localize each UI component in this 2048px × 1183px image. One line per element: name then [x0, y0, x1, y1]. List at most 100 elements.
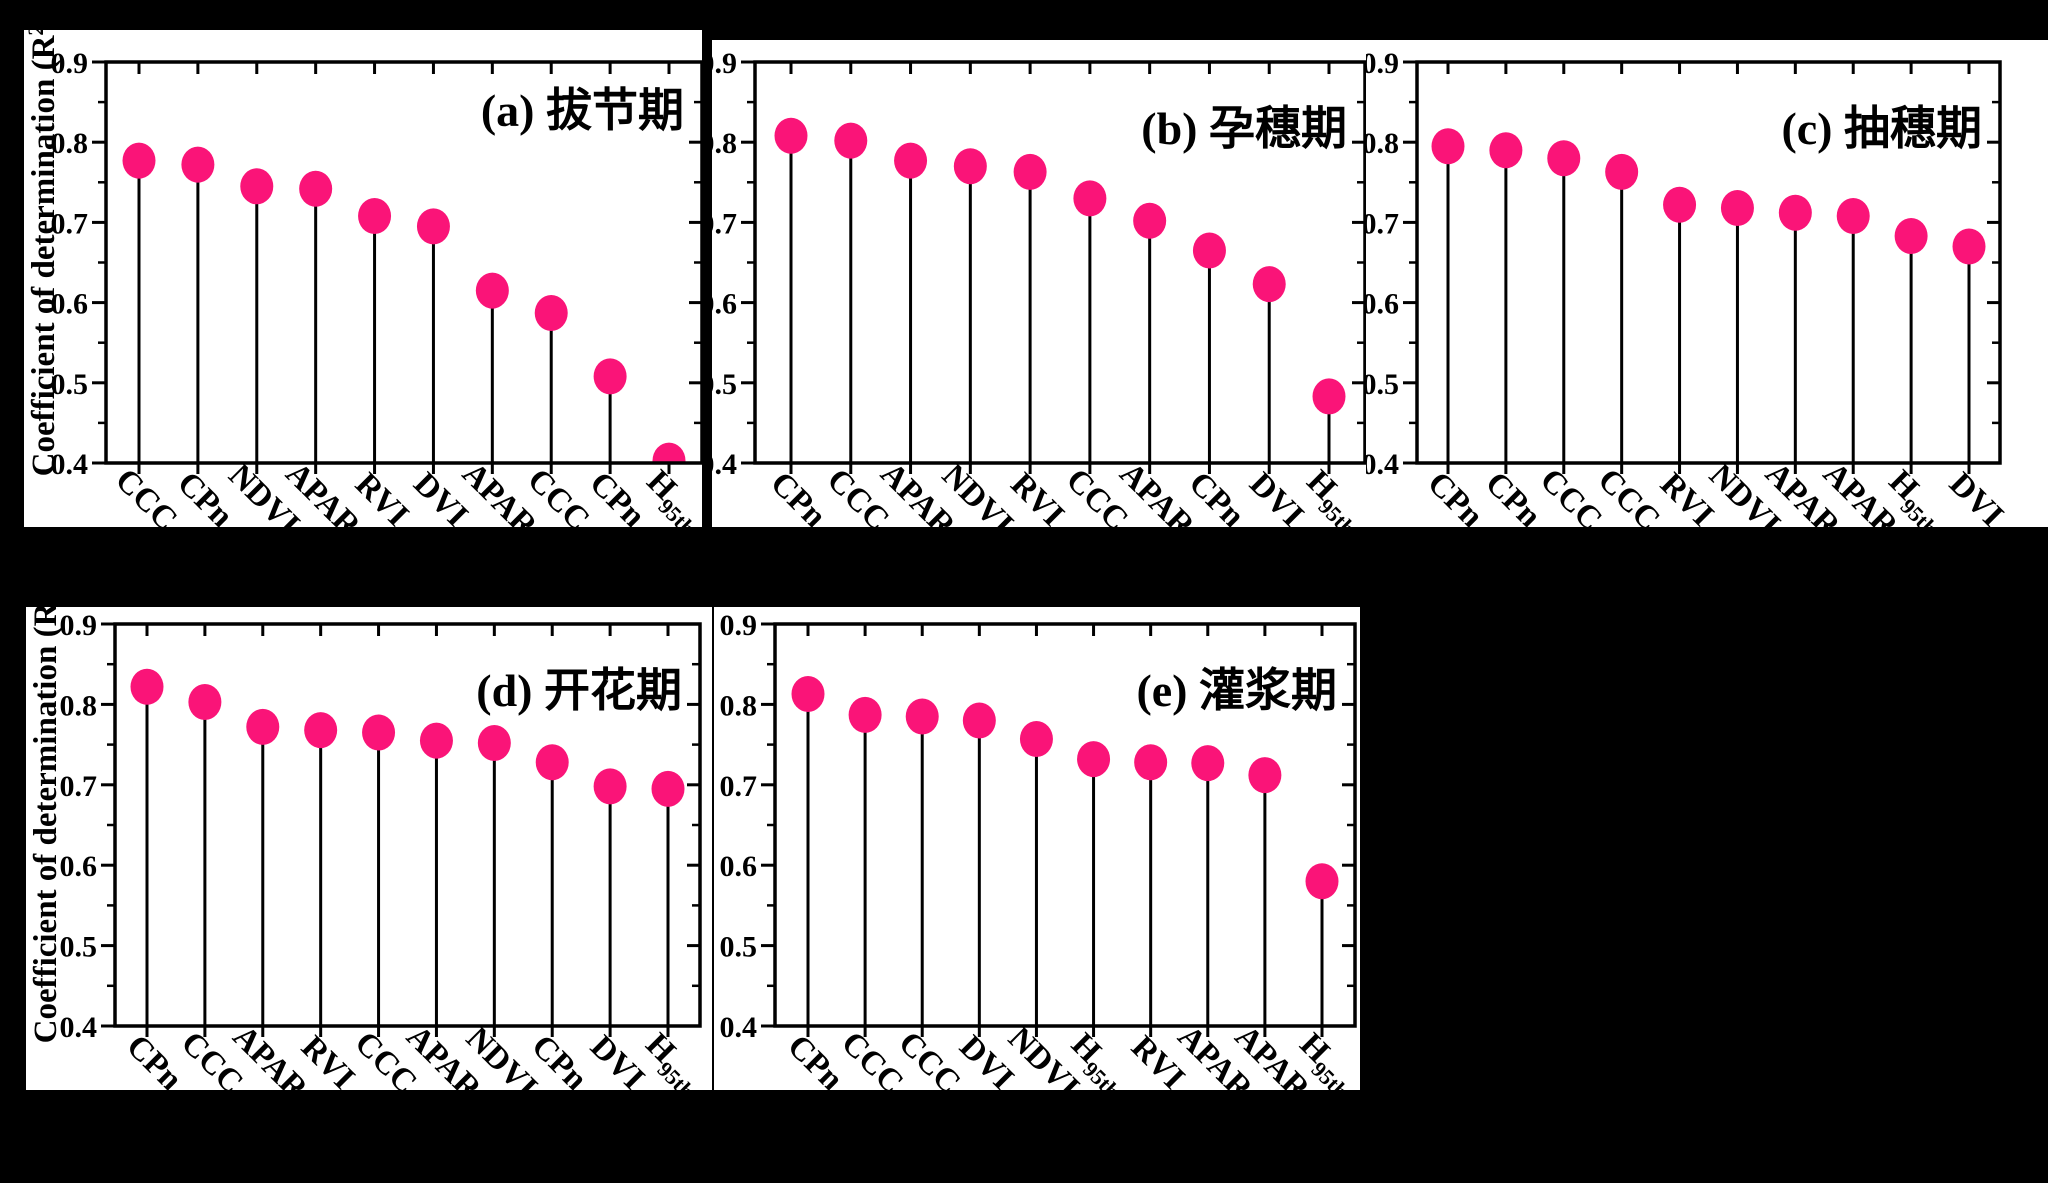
lollipop-point: [1312, 378, 1346, 463]
x-tick-label: CPn: [780, 1028, 850, 1090]
lollipop-point: [1134, 744, 1168, 1026]
data-point-marker: [1134, 744, 1168, 781]
chart-svg-d: 0.90.80.70.60.50.4CPnCCCAPARRVICCCAPARND…: [26, 607, 702, 1090]
lollipop-point: [1489, 132, 1523, 463]
lollipop-point: [848, 696, 882, 1026]
data-layer: [791, 675, 1339, 1026]
lollipop-point: [246, 708, 280, 1026]
chart-panel-d: 0.9 0.8 0.7 0.6 0.5 0.4 CPn CCC APAR RVI CCC APAR ND…: [26, 607, 712, 1090]
chart-panel-a: 0.9 0.8 0.7 0.6 0.5 0.4 CCC CPn NDVI APAR RVI DVI AP…: [24, 30, 702, 527]
y-tick-label: 0.9: [51, 47, 89, 80]
data-point-marker: [122, 142, 156, 179]
lollipop-point: [299, 170, 333, 463]
lollipop-point: [1191, 745, 1225, 1026]
panel-title: (c) 抽穗期: [1781, 103, 1982, 154]
x-tick-label: CPn: [119, 1028, 189, 1090]
data-point-marker: [791, 675, 825, 712]
data-layer: [774, 117, 1346, 463]
y-axis-title: Coefficient of determination (R2): [26, 607, 64, 1043]
chart-svg-a: 0.90.80.70.60.50.4 CCCCPnNDVIAPARRVIDVIAP…: [24, 30, 702, 527]
data-point-marker: [358, 197, 392, 234]
y-tick-label: 0.4: [1366, 448, 1399, 481]
lollipop-point: [593, 768, 627, 1026]
y-tick-label: 0.8: [1366, 127, 1399, 160]
data-point-marker: [535, 744, 569, 781]
data-layer: [1431, 128, 1986, 463]
y-tick-label: 0.5: [1366, 368, 1399, 401]
chart-panel-e: 0.9 0.8 0.7 0.6 0.5 0.4 CPn CCC CCC DVI NDVI H95th R…: [714, 607, 1360, 1090]
data-point-marker: [240, 168, 274, 205]
lollipop-point: [962, 702, 996, 1026]
lollipop-point: [1077, 741, 1111, 1026]
y-tick-label: 0.4: [51, 448, 89, 481]
lollipop-point: [1013, 153, 1047, 463]
data-point-marker: [848, 696, 882, 733]
lollipop-point: [1952, 228, 1986, 463]
data-point-marker: [1605, 153, 1639, 190]
data-point-marker: [1073, 180, 1107, 217]
data-point-marker: [894, 142, 928, 179]
y-tick-label: 0.8: [51, 127, 89, 160]
data-point-marker: [651, 770, 685, 807]
data-point-marker: [1252, 266, 1286, 303]
data-point-marker: [593, 358, 627, 395]
lollipop-point: [651, 770, 685, 1026]
x-tick-label: H95th: [635, 463, 702, 527]
lollipop-point: [1431, 128, 1465, 463]
y-tick-label: 0.6: [720, 850, 758, 883]
data-point-marker: [1013, 153, 1047, 190]
lollipop-point: [362, 714, 396, 1026]
y-tick-label: 0.9: [720, 609, 758, 642]
y-tick-label: 0.4: [60, 1011, 98, 1044]
data-point-marker: [834, 122, 868, 159]
data-point-marker: [181, 146, 215, 183]
y-tick-label: 0.5: [712, 368, 737, 401]
data-point-marker: [1547, 140, 1581, 177]
lollipop-point: [534, 295, 568, 463]
data-point-marker: [1312, 378, 1346, 415]
lollipop-point: [953, 148, 987, 463]
y-tick-label: 0.5: [51, 368, 89, 401]
y-tick-label: 0.6: [712, 288, 737, 321]
x-tick-label: CPn: [1420, 465, 1490, 527]
data-point-marker: [475, 272, 509, 309]
y-tick-label: 0.9: [712, 47, 737, 80]
lollipop-point: [1663, 186, 1697, 463]
chart-panel-b: 0.90.80.70.60.50.4CPnCCCAPARNDVIRVICCCAP…: [712, 40, 1370, 527]
data-point-marker: [774, 117, 808, 154]
lollipop-point: [1778, 194, 1812, 463]
lollipop-point: [1305, 863, 1339, 1026]
chart-panel-c: 0.9 0.8 0.7 0.6 0.5 0.4 CPn CPn CCC CCC RVI NDVI APA…: [1366, 40, 2048, 527]
x-tick-label: DVI: [1942, 466, 2010, 527]
data-point-marker: [1489, 132, 1523, 169]
y-tick-label: 0.7: [712, 207, 737, 240]
data-point-marker: [534, 295, 568, 332]
lollipop-point: [1133, 202, 1167, 463]
lollipop-point: [1605, 153, 1639, 463]
x-tick-label: CCC: [1533, 462, 1609, 527]
lollipop-point: [130, 668, 164, 1026]
y-tick-label: 0.7: [1366, 207, 1399, 240]
data-point-marker: [1836, 197, 1870, 234]
lollipop-point: [1019, 720, 1053, 1026]
data-point-marker: [299, 170, 333, 207]
lollipop-point: [304, 712, 338, 1026]
data-point-marker: [1077, 741, 1111, 778]
data-point-marker: [1952, 228, 1986, 265]
data-point-marker: [1894, 218, 1928, 255]
lollipop-point: [1720, 189, 1754, 463]
y-tick-label: 0.6: [51, 288, 89, 321]
data-point-marker: [1663, 186, 1697, 223]
chart-svg-e: 0.90.80.70.60.50.4CPnCCCCCCDVINDVIH95thR…: [720, 609, 1357, 1090]
y-tick-label: 0.8: [720, 689, 758, 722]
lollipop-point: [188, 683, 222, 1026]
lollipop-point: [358, 197, 392, 463]
x-tick-label: H95th: [1295, 463, 1370, 527]
y-tick-label: 0.7: [51, 207, 89, 240]
x-tick-label: CPn: [763, 465, 833, 527]
lollipop-point: [122, 142, 156, 463]
x-tick-label: DVI: [1242, 466, 1310, 527]
x-tick-label: CCC: [108, 462, 184, 527]
data-point-marker: [477, 724, 511, 761]
lollipop-point: [416, 208, 450, 463]
